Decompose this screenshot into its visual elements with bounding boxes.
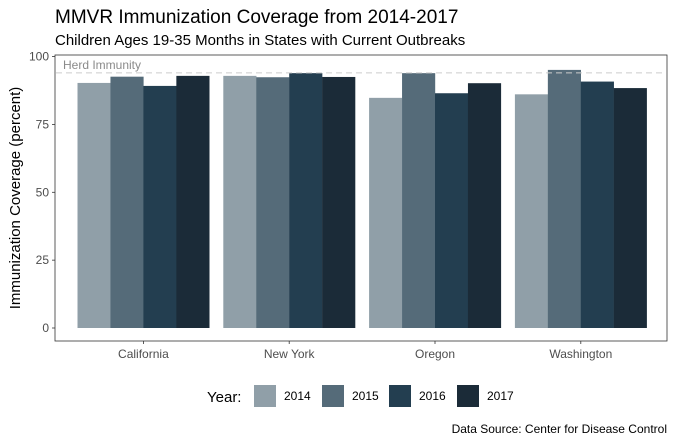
bar-california-2017 <box>176 75 210 329</box>
x-tick-label: New York <box>264 347 316 361</box>
x-axis: California New York Oregon Washington <box>118 341 612 361</box>
herd-immunity-label: Herd Immunity <box>63 58 141 72</box>
data-source-caption: Data Source: Center for Disease Control <box>452 422 667 436</box>
y-tick-label: 25 <box>36 253 50 267</box>
bar-oregon-2016 <box>435 93 469 329</box>
x-tick-label: Washington <box>549 347 612 361</box>
legend-key-2015 <box>322 385 344 407</box>
bar-california-2016 <box>143 85 177 328</box>
bar-washington-2016 <box>580 81 614 328</box>
bar-new-york-2016 <box>289 73 323 328</box>
bar-washington-2017 <box>613 88 647 328</box>
bars-group <box>77 69 647 329</box>
y-tick-label: 0 <box>42 321 49 335</box>
legend-key-2016 <box>389 385 411 407</box>
bar-washington-2015 <box>547 69 581 329</box>
legend-label-2017: 2017 <box>487 389 514 403</box>
legend-key-2014 <box>254 385 276 407</box>
bar-oregon-2014 <box>369 97 403 328</box>
bar-washington-2014 <box>514 94 549 328</box>
bar-new-york-2014 <box>223 75 257 329</box>
y-tick-label: 75 <box>36 117 50 131</box>
bar-new-york-2015 <box>256 77 290 328</box>
x-tick-label: California <box>118 347 169 361</box>
bar-california-2014 <box>77 82 111 329</box>
x-tick-label: Oregon <box>415 347 455 361</box>
bar-new-york-2017 <box>322 76 356 329</box>
legend-label-2016: 2016 <box>419 389 446 403</box>
y-tick-label: 50 <box>36 185 50 199</box>
legend-label-2014: 2014 <box>284 389 311 403</box>
chart-title: MMVR Immunization Coverage from 2014-201… <box>55 7 458 28</box>
plot-panel <box>54 54 668 342</box>
bar-oregon-2017 <box>467 83 502 328</box>
bar-california-2015 <box>110 76 144 329</box>
legend-title: Year: <box>207 389 241 406</box>
y-tick-label: 100 <box>29 50 49 64</box>
chart-subtitle: Children Ages 19-35 Months in States wit… <box>55 32 465 49</box>
bar-oregon-2015 <box>402 73 436 328</box>
legend: Year: 2014 2015 2016 2017 <box>207 385 514 407</box>
legend-key-2017 <box>457 385 479 407</box>
y-axis-title: Immunization Coverage (percent) <box>7 87 24 310</box>
y-axis: 0 25 50 75 100 <box>29 50 55 335</box>
legend-label-2015: 2015 <box>352 389 379 403</box>
